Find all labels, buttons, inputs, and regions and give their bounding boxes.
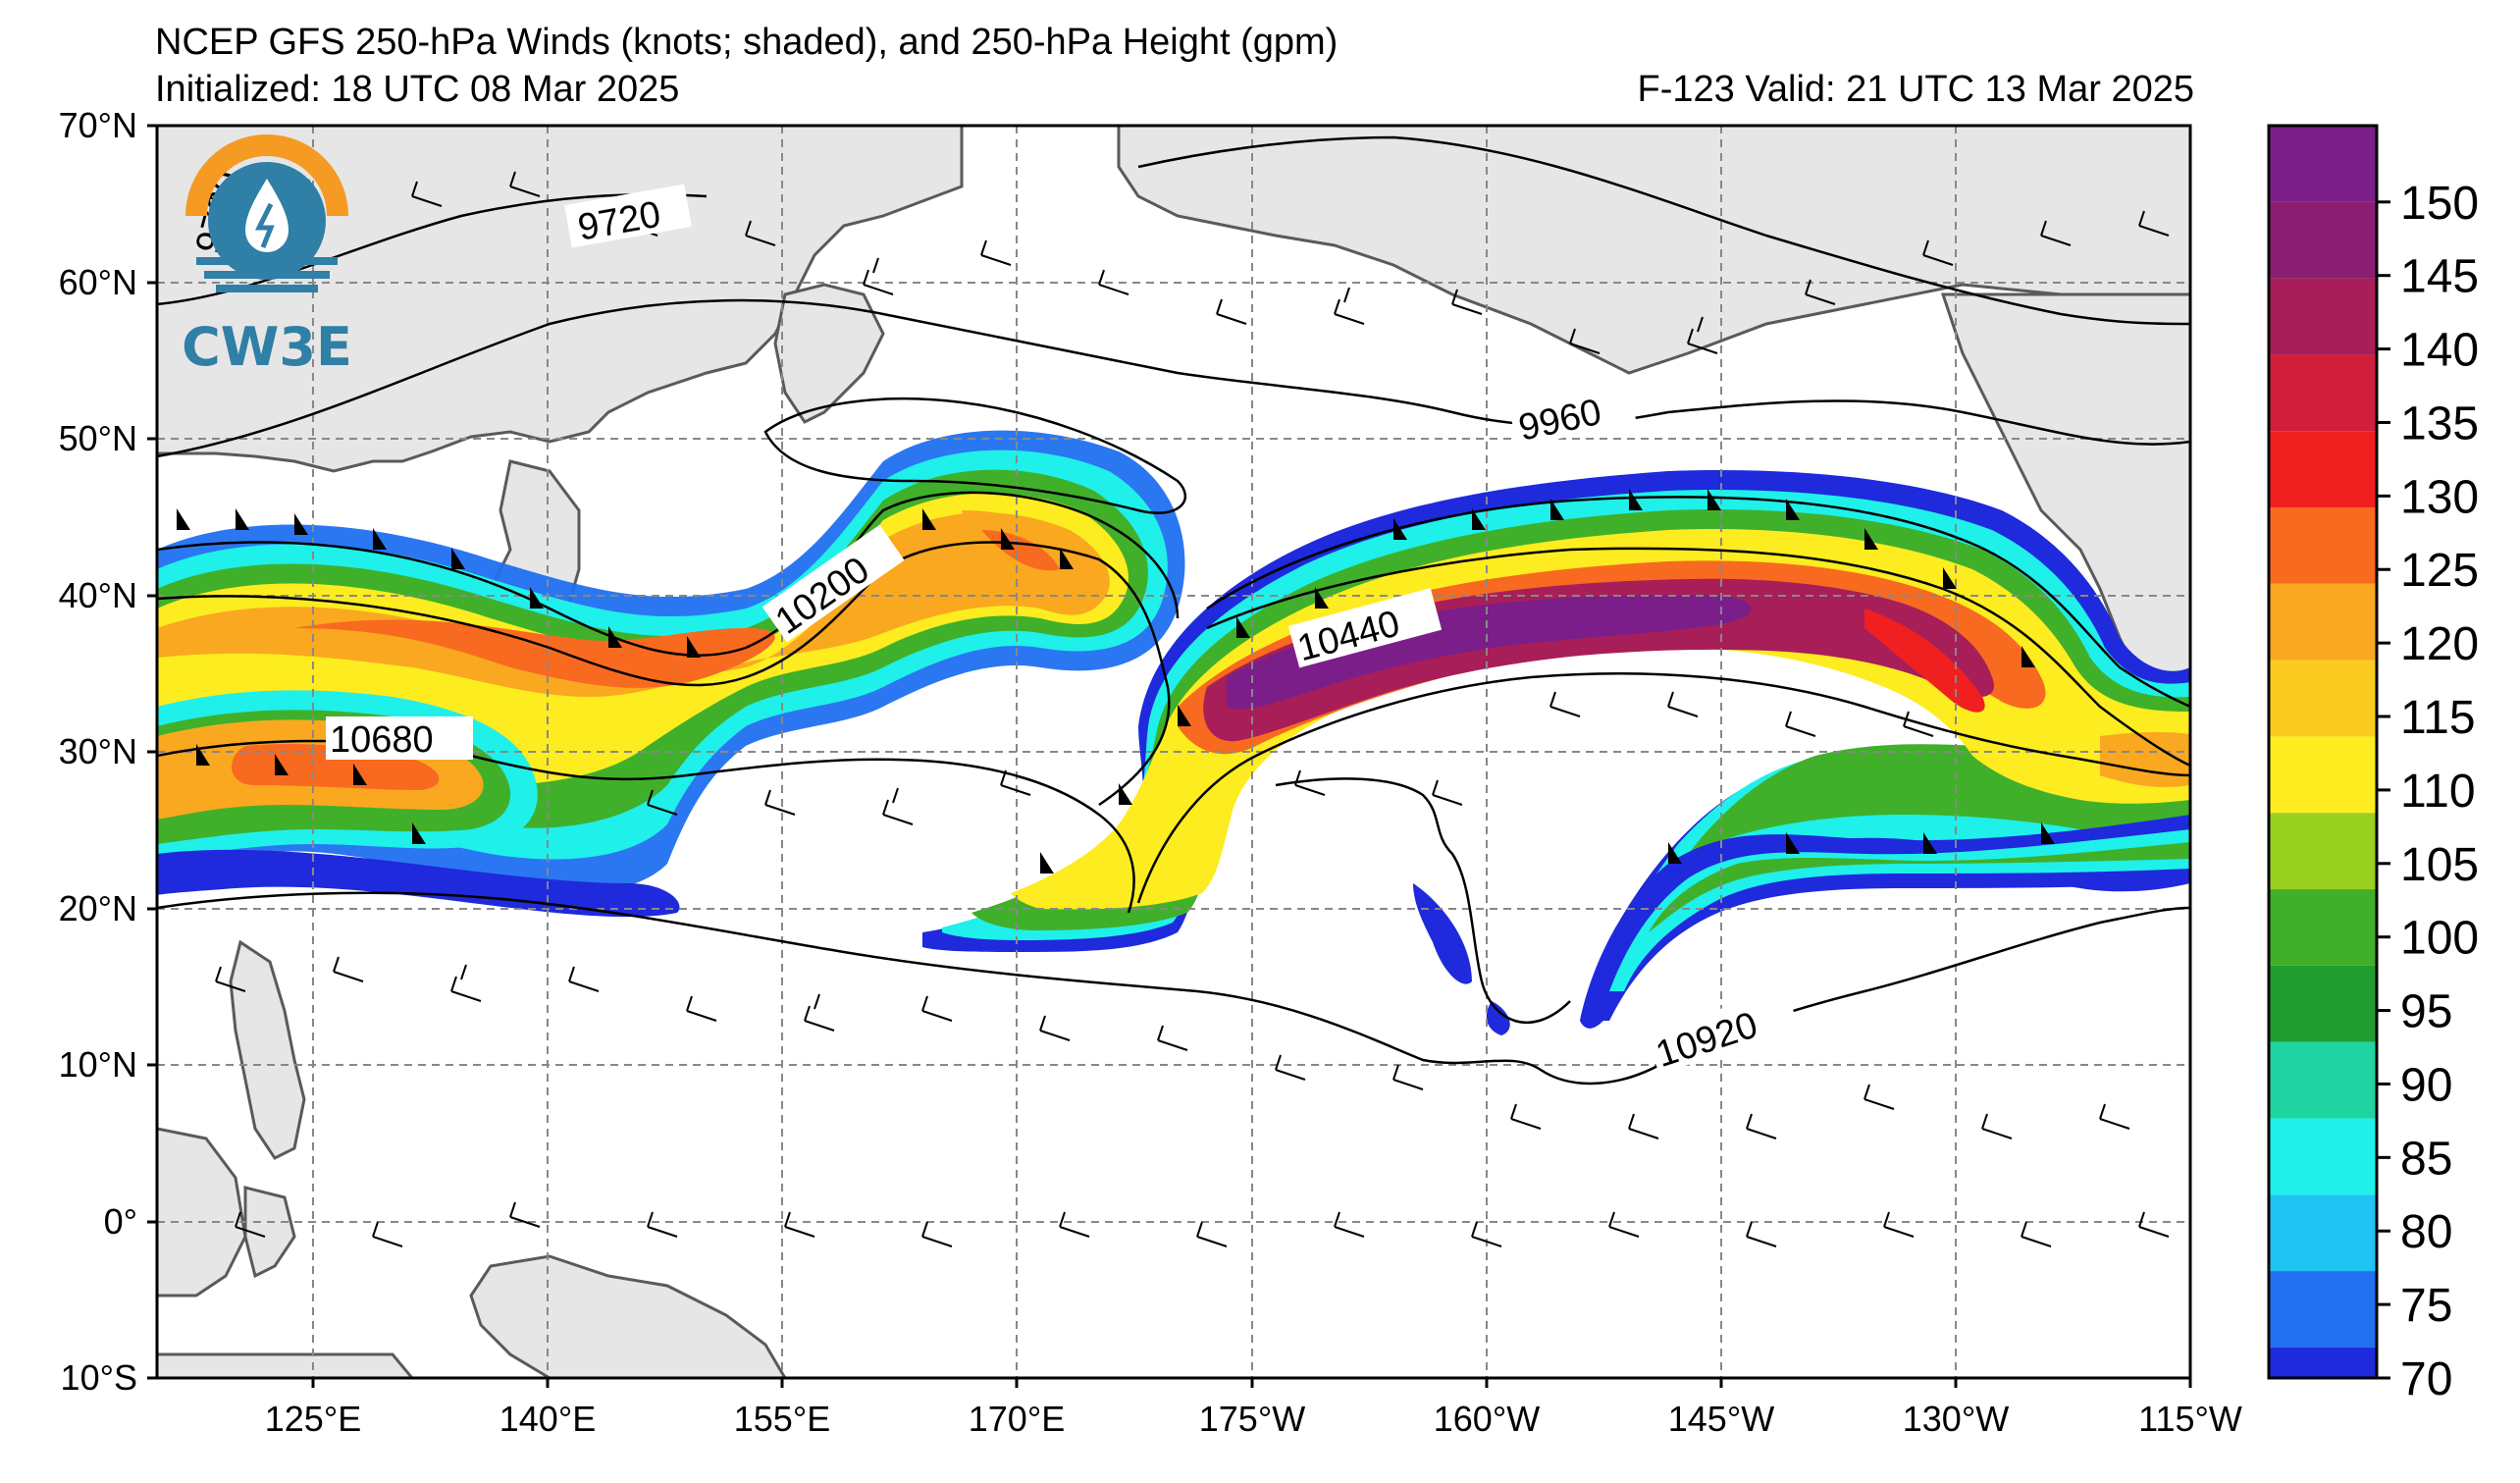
lon-label: 175°W xyxy=(1199,1399,1305,1439)
colorbar-tick-label: 70 xyxy=(2400,1353,2452,1405)
colorbar-segment xyxy=(2269,736,2377,814)
colorbar-segment xyxy=(2269,1118,2377,1195)
init-time: Initialized: 18 UTC 08 Mar 2025 xyxy=(155,69,680,110)
height-contours xyxy=(157,135,2190,1086)
colorbar-tick-label: 85 xyxy=(2400,1133,2452,1185)
colorbar-tick-label: 75 xyxy=(2400,1280,2452,1332)
lon-label: 145°W xyxy=(1668,1399,1774,1439)
contour-9960 xyxy=(157,298,2190,458)
colorbar-tick-label: 145 xyxy=(2400,251,2479,303)
lat-label: 40°N xyxy=(59,575,137,615)
philippines-landmass xyxy=(229,939,306,1160)
colorbar-segment xyxy=(2269,126,2377,202)
asia-north-landmass xyxy=(157,126,964,473)
lat-label: 10°S xyxy=(61,1357,137,1398)
borneo-landmass xyxy=(157,1127,247,1298)
wind-barbs xyxy=(205,171,2170,1247)
contour-9960-loop xyxy=(763,397,1186,514)
colorbar-segment xyxy=(2269,813,2377,890)
colorbar-tick-label: 135 xyxy=(2400,397,2479,450)
colorbar-tick-label: 110 xyxy=(2400,766,2476,818)
contour-10920-inner xyxy=(1275,777,1571,1024)
australia-landmass xyxy=(157,1352,414,1378)
colorbar-tick-label: 130 xyxy=(2400,471,2479,523)
contour-10440 xyxy=(157,541,1171,807)
lon-label: 170°E xyxy=(969,1399,1065,1439)
colorbar-frame xyxy=(2267,124,2379,1380)
colorbar-tick-label: 90 xyxy=(2400,1059,2452,1111)
colorbar xyxy=(2269,126,2377,1378)
colorbar-tick-label: 120 xyxy=(2400,618,2479,670)
contour-10440-b xyxy=(1206,547,2190,768)
colorbar-segment xyxy=(2269,1041,2377,1119)
colorbar-segment xyxy=(2269,1271,2377,1348)
colorbar-tick-label: 95 xyxy=(2400,986,2452,1038)
colorbar-tick-label: 125 xyxy=(2400,545,2479,597)
longitude-labels: 125°E 140°E 155°E 170°E 175°W 160°W 145°… xyxy=(265,1399,2242,1439)
colorbar-segment xyxy=(2269,354,2377,432)
contour-label-10680: 10680 xyxy=(330,719,434,761)
lon-label: 160°W xyxy=(1434,1399,1540,1439)
colorbar-tick-label: 105 xyxy=(2400,839,2479,891)
lat-label: 50°N xyxy=(59,418,137,458)
lon-label: 115°W xyxy=(2138,1399,2242,1439)
contour-10920 xyxy=(157,891,2190,1086)
lon-label: 130°W xyxy=(1903,1399,2009,1439)
colorbar-segment xyxy=(2269,660,2377,737)
colorbar-ticks: 150 145 140 135 130 125 120 115 110 105 100 95 90 85 8… xyxy=(2377,178,2479,1405)
lat-label: 10°N xyxy=(59,1044,137,1085)
lat-label: 0° xyxy=(104,1201,137,1242)
lon-label: 155°E xyxy=(734,1399,830,1439)
colorbar-segment xyxy=(2269,431,2377,508)
colorbar-segment xyxy=(2269,1194,2377,1272)
lon-label: 140°E xyxy=(499,1399,596,1439)
colorbar-segment xyxy=(2269,201,2377,279)
logo-text: CW3E xyxy=(182,316,352,378)
cw3e-logo-droplet-icon xyxy=(185,134,348,292)
new-guinea-landmass xyxy=(469,1254,787,1378)
colorbar-segment xyxy=(2269,889,2377,966)
colorbar-tick-label: 140 xyxy=(2400,325,2479,377)
colorbar-segment xyxy=(2269,965,2377,1042)
lon-label: 125°E xyxy=(265,1399,361,1439)
axis-ticks xyxy=(147,124,2192,1388)
lat-label: 70°N xyxy=(59,105,137,145)
latitude-labels: 70°N 60°N 50°N 40°N 30°N 20°N 10°N 0° 10… xyxy=(59,105,137,1398)
map-title: NCEP GFS 250-hPa Winds (knots; shaded), … xyxy=(155,22,1339,63)
lat-label: 60°N xyxy=(59,262,137,302)
lat-label: 30°N xyxy=(59,731,137,771)
colorbar-segment xyxy=(2269,507,2377,584)
lat-label: 20°N xyxy=(59,888,137,928)
colorbar-tick-label: 150 xyxy=(2400,178,2479,230)
wind-pennants xyxy=(177,489,2055,874)
colorbar-tick-label: 80 xyxy=(2400,1206,2452,1258)
colorbar-segment xyxy=(2269,278,2377,355)
sulawesi-landmass xyxy=(243,1186,296,1279)
contour-9720-b xyxy=(1137,135,2190,326)
colorbar-tick-label: 115 xyxy=(2400,692,2476,744)
colorbar-segment xyxy=(2269,1347,2377,1378)
graticule xyxy=(157,126,2190,1378)
kamchatka-landmass xyxy=(773,283,885,424)
colorbar-segment xyxy=(2269,583,2377,661)
alaska-landmass xyxy=(1117,126,2190,375)
contour-10680-b xyxy=(1136,672,2190,904)
valid-time: F-123 Valid: 21 UTC 13 Mar 2025 xyxy=(1637,69,2194,110)
colorbar-tick-label: 100 xyxy=(2400,913,2479,965)
